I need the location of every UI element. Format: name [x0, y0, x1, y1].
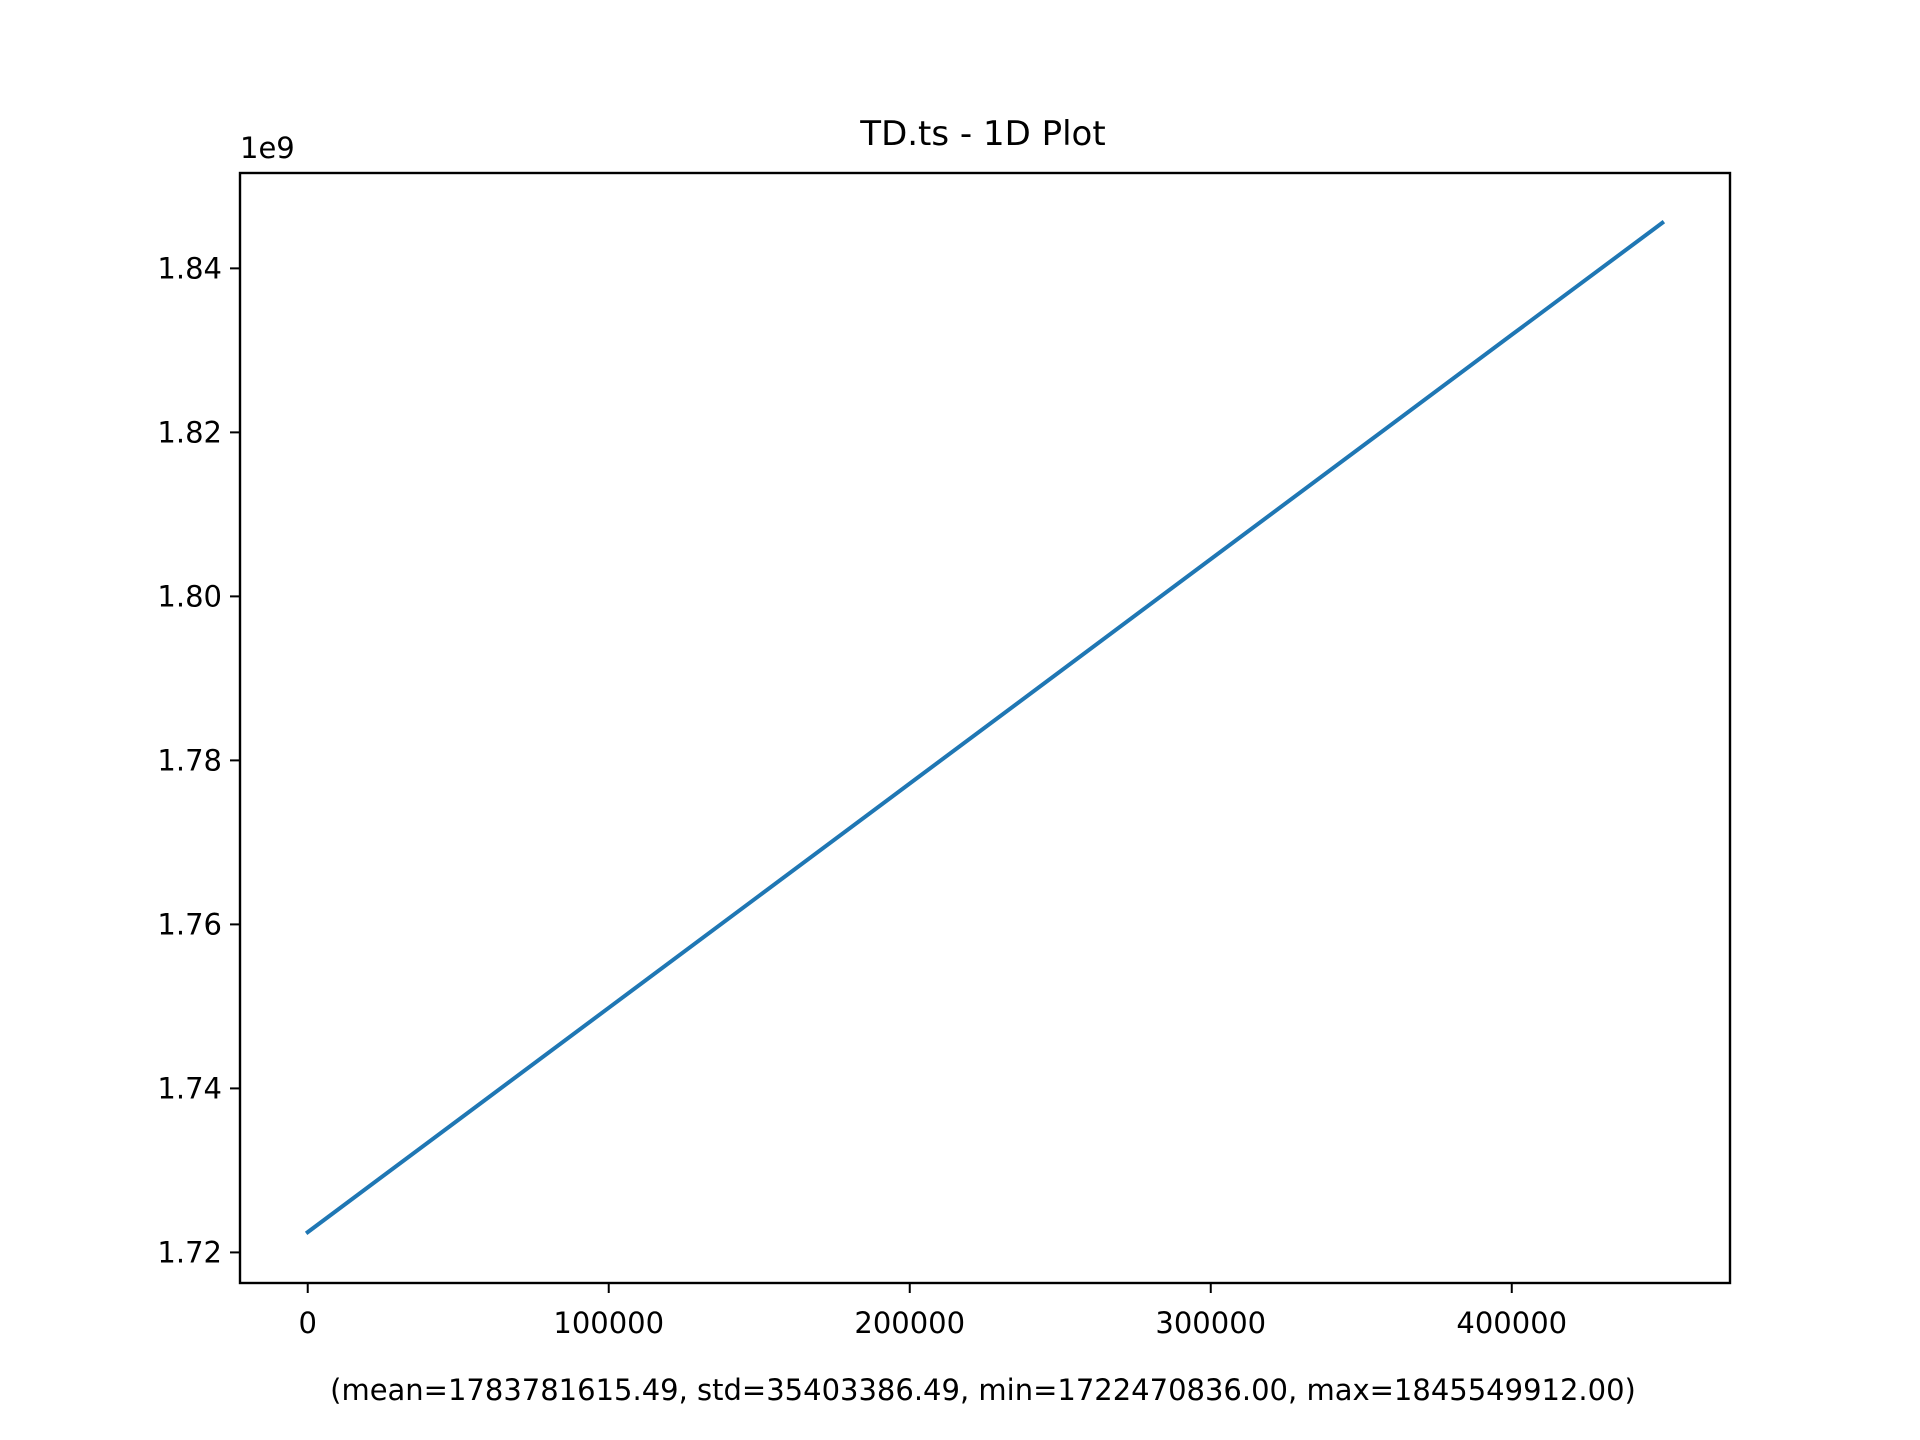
y-tick-label: 1.78 — [157, 743, 222, 777]
y-axis-offset-label: 1e9 — [240, 131, 295, 165]
x-tick-label: 0 — [299, 1306, 317, 1340]
plot-frame — [238, 171, 1732, 1285]
x-tick-label: 200000 — [854, 1306, 965, 1340]
x-axis-label: (mean=1783781615.49, std=35403386.49, mi… — [330, 1373, 1636, 1407]
y-tick-label: 1.84 — [157, 251, 222, 285]
x-axis: 0 100000 200000 300000 400000 — [299, 1283, 1567, 1340]
y-tick-label: 1.80 — [157, 579, 222, 613]
plot-area — [238, 171, 1732, 1285]
y-axis: 1.72 1.74 1.76 1.78 1.80 1.82 1.84 — [157, 251, 240, 1269]
y-tick-label: 1.76 — [157, 907, 222, 941]
series-line-0 — [304, 220, 1666, 1235]
x-tick-label: 100000 — [553, 1306, 664, 1340]
x-tick-label: 400000 — [1456, 1306, 1567, 1340]
y-tick-label: 1.74 — [157, 1071, 222, 1105]
chart-title: TD.ts - 1D Plot — [859, 114, 1105, 154]
x-tick-label: 300000 — [1155, 1306, 1266, 1340]
y-tick-label: 1.72 — [157, 1235, 222, 1269]
y-tick-label: 1.82 — [157, 415, 222, 449]
